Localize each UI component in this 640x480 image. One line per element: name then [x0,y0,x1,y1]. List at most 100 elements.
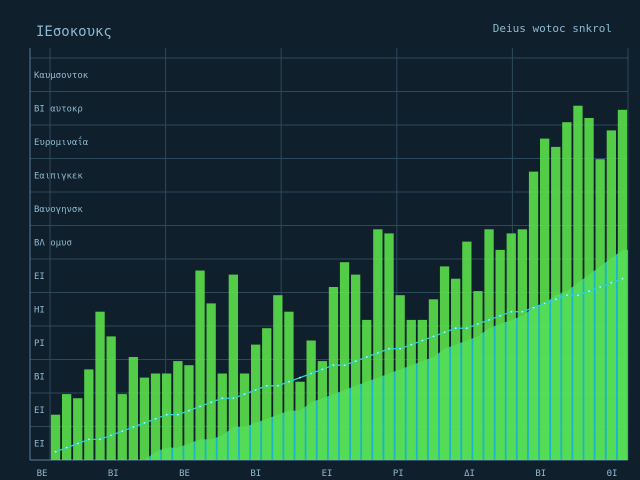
y-tick-label: Ευρομιναΐα [34,136,89,148]
bar [517,229,527,460]
bar [551,146,561,460]
trend-point [454,327,457,330]
x-tick-label: ΡΙ [393,469,404,479]
bar [439,266,450,460]
trend-point [432,335,435,338]
x-tick-label: ΕΙ [322,469,333,479]
trend-point [532,306,535,309]
trend-point [243,393,246,395]
bar [339,262,350,460]
trend-point [577,294,579,297]
trend-point [299,376,301,379]
y-tick-label: ΕΙ [34,440,45,450]
trend-point [365,356,368,358]
trend-point [265,384,268,387]
trend-point [199,405,202,408]
bar [306,340,316,460]
bar [373,229,383,460]
bar [162,373,172,460]
bar [362,319,372,460]
bar [251,344,261,460]
trend-point [610,281,613,284]
bar [262,328,272,460]
trend-point [154,417,157,420]
bar [395,295,405,460]
trend-point [332,364,335,367]
bar [273,295,283,460]
bar [95,311,105,460]
trend-point [343,364,346,367]
bar [562,122,572,460]
x-tick-label: ΔΙ [464,469,475,479]
trend-line [55,278,623,453]
bar [173,361,183,460]
trend-point [254,389,257,391]
bar [317,361,327,460]
bar [184,365,194,460]
trend-point [588,290,590,292]
bar [217,373,227,460]
trend-point [321,368,324,371]
chart-subtitle: Deius wotoc snkrol [493,22,612,35]
y-tick-label: ΕΙ [34,406,45,416]
trend-point [510,310,513,313]
bar [351,274,361,460]
bar [506,233,516,460]
bar [239,373,250,460]
y-tick-label: ΒΛ ομυσ [34,239,72,249]
trend-point [54,450,57,453]
bar [595,159,605,460]
bar [428,299,439,460]
bar [528,171,539,460]
trend-point [499,314,502,317]
trend-point [488,319,490,321]
bar [384,233,394,460]
bar [128,357,138,460]
bar [495,249,505,460]
bar [84,369,94,460]
y-tick-label: Καυμσοντοκ [34,71,89,81]
bar [406,319,416,460]
trend-point [443,331,446,334]
bar [584,118,594,460]
trend-point [121,430,124,433]
trend-point [621,277,624,280]
bar [117,394,127,460]
y-tick-label: ΡΙ [34,339,45,349]
bar [295,381,305,460]
trend-point [421,339,424,342]
y-tick-label: Εαιπιγκεκ [34,172,83,182]
bar [139,377,150,460]
trend-point [188,409,190,412]
bar [462,241,472,460]
trend-point [410,343,413,346]
bar [284,311,294,460]
area-series [50,249,628,460]
trend-point [65,446,68,449]
trend-point [377,352,379,354]
x-tick-label: ΘΙ [607,469,618,479]
x-tick-label: ΒΙ [535,469,546,479]
bar [451,278,461,460]
trend-point [277,384,279,387]
trend-point [543,302,546,305]
bar-series [50,105,628,461]
bar [540,138,550,460]
trend-point [210,401,213,404]
bar [206,303,216,460]
trend-point [388,347,390,350]
y-tick-label: ΗΙ [34,306,45,316]
trend-point [221,397,224,400]
trend-point [110,434,112,437]
y-tick-label: Βανογηνσκ [34,205,83,215]
bar [417,319,427,460]
bar [73,398,83,460]
x-tick-label: ΒΙ [108,469,119,479]
trend-point [554,298,557,301]
y-tick-label: ΒΙ [34,373,45,383]
chart-title: ΙΕσοκουκς [36,24,112,40]
y-tick-label: ΒΙ αυτοκρ [34,105,83,115]
trend-point [76,442,79,445]
trend-point [566,294,568,297]
